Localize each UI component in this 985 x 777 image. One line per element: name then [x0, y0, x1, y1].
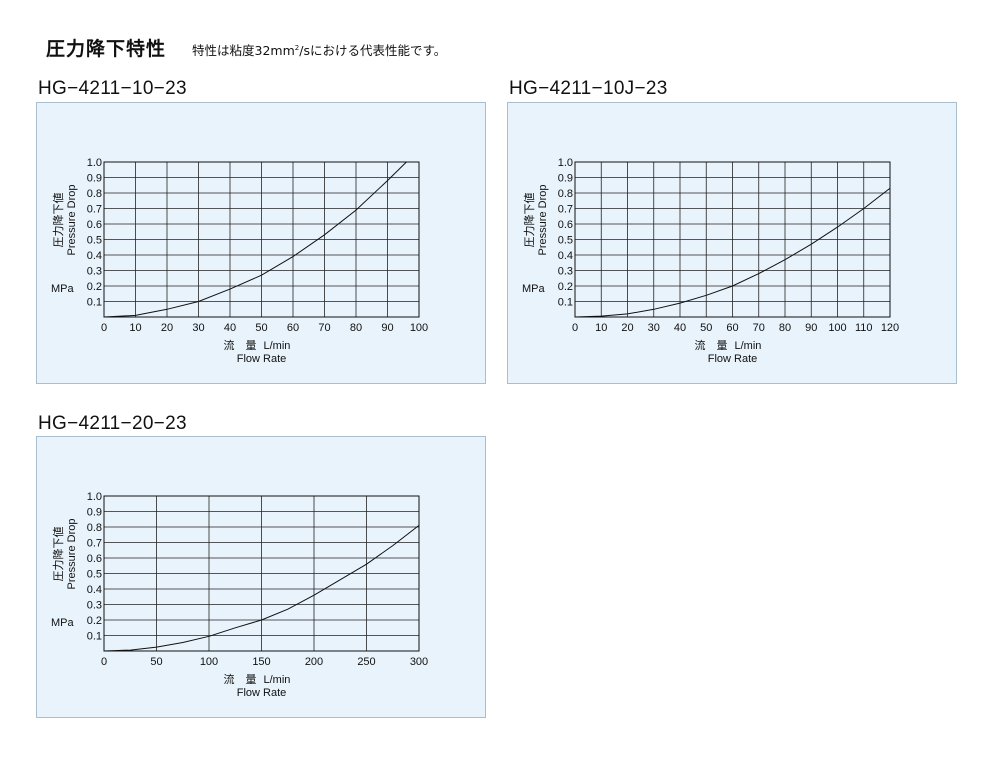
y-tick-label: 0.7: [558, 204, 573, 216]
plot-frame: [574, 161, 891, 318]
x-axis-label-jp: 流 量: [695, 338, 728, 352]
x-axis-unit: L/min: [264, 340, 291, 352]
x-tick-label: 200: [305, 656, 323, 668]
x-tick-label: 40: [674, 322, 686, 334]
chart-2-panel: 0 10 20 30 40 50 60 70 80 90 100 110 120 0.1 0.2 0.3 0.4…: [507, 102, 957, 384]
x-tick-label: 120: [881, 322, 899, 334]
page-title: 圧力降下特性: [46, 38, 167, 60]
y-tick-label: 0.8: [558, 188, 573, 200]
y-axis-label-en: Pressure Drop: [66, 519, 78, 590]
y-axis-label-jp: 圧力降下値: [522, 193, 536, 248]
x-axis-label-en: Flow Rate: [708, 353, 758, 365]
y-tick-label: 0.5: [87, 235, 102, 247]
x-tick-label: 0: [101, 322, 107, 334]
subtitle-superscript: 2: [294, 43, 300, 52]
plot-frame: [103, 161, 420, 318]
chart-3-panel: 0 50 100 150 200 250 300 0.1 0.2 0.3 0.4 0.5 0.6 0.7 0…: [36, 436, 486, 718]
y-tick-label: 0.6: [558, 219, 573, 231]
chart-1-svg: 0 10 20 30 40 50 60 70 80 90 100 0.1 0.2 0.3 0.4 0.5 0.6…: [51, 157, 428, 365]
y-tick-label: 0.6: [87, 553, 102, 565]
y-tick-label: 0.5: [87, 569, 102, 581]
subtitle-text-pre: 特性は粘度32mm: [192, 43, 295, 58]
x-tick-label: 50: [255, 322, 267, 334]
x-tick-label: 110: [855, 322, 873, 334]
x-axis-label-jp: 流 量: [224, 338, 257, 352]
plot-frame: [103, 495, 420, 652]
y-tick-label: 1.0: [87, 157, 102, 169]
y-axis-unit: MPa: [51, 283, 75, 295]
y-axis-label-jp: 圧力降下値: [51, 193, 65, 248]
x-tick-label: 150: [252, 656, 270, 668]
chart-2-title: HG−4211−10J−23: [509, 78, 668, 99]
y-axis-label-jp: 圧力降下値: [51, 527, 65, 582]
y-tick-label: 0.7: [87, 204, 102, 216]
y-tick-label: 0.8: [87, 522, 102, 534]
chart-2-svg: 0 10 20 30 40 50 60 70 80 90 100 110 120 0.1 0.2 0.3 0.4…: [522, 157, 899, 365]
x-tick-label: 10: [129, 322, 141, 334]
y-axis-unit: MPa: [51, 617, 75, 629]
chart-1-title: HG−4211−10−23: [38, 78, 187, 99]
y-tick-label: 0.6: [87, 219, 102, 231]
x-axis-unit: L/min: [735, 340, 762, 352]
x-tick-label: 60: [287, 322, 299, 334]
y-tick-label: 0.2: [558, 281, 573, 293]
y-tick-label: 0.3: [87, 600, 102, 612]
y-tick-label: 0.1: [87, 297, 102, 309]
x-tick-label: 100: [200, 656, 218, 668]
x-tick-label: 90: [805, 322, 817, 334]
chart-1-panel: 0 10 20 30 40 50 60 70 80 90 100 0.1 0.2 0.3 0.4 0.5 0.6…: [36, 102, 486, 384]
x-tick-label: 80: [779, 322, 791, 334]
y-tick-label: 0.4: [87, 250, 102, 262]
x-axis-label-jp: 流 量: [224, 672, 257, 686]
y-tick-label: 0.7: [87, 538, 102, 550]
y-tick-label: 0.2: [87, 281, 102, 293]
y-tick-label: 1.0: [558, 157, 573, 169]
x-tick-label: 30: [192, 322, 204, 334]
y-tick-label: 1.0: [87, 491, 102, 503]
y-axis-unit: MPa: [522, 283, 546, 295]
y-tick-label: 0.3: [558, 266, 573, 278]
page-subtitle: 特性は粘度32mm2/sにおける代表性能です。: [192, 40, 446, 59]
y-axis-label-en: Pressure Drop: [537, 185, 549, 256]
y-tick-label: 0.9: [87, 173, 102, 185]
y-tick-label: 0.1: [558, 297, 573, 309]
x-tick-label: 100: [828, 322, 846, 334]
x-tick-label: 30: [648, 322, 660, 334]
x-tick-label: 80: [350, 322, 362, 334]
x-tick-label: 20: [161, 322, 173, 334]
y-tick-label: 0.1: [87, 631, 102, 643]
x-tick-label: 70: [318, 322, 330, 334]
x-tick-label: 70: [753, 322, 765, 334]
x-axis-label-en: Flow Rate: [237, 353, 287, 365]
x-axis-label-en: Flow Rate: [237, 687, 287, 699]
y-axis-label-en: Pressure Drop: [66, 185, 78, 256]
x-tick-label: 100: [410, 322, 428, 334]
y-tick-label: 0.9: [87, 507, 102, 519]
chart-3-title: HG−4211−20−23: [38, 413, 187, 434]
pressure-drop-curve: [103, 525, 420, 652]
pressure-drop-curve: [103, 161, 407, 318]
x-tick-label: 90: [381, 322, 393, 334]
y-tick-label: 0.9: [558, 173, 573, 185]
chart-3-svg: 0 50 100 150 200 250 300 0.1 0.2 0.3 0.4 0.5 0.6 0.7 0…: [51, 491, 428, 699]
x-axis-unit: L/min: [264, 674, 291, 686]
x-tick-label: 20: [621, 322, 633, 334]
x-tick-label: 50: [700, 322, 712, 334]
pressure-drop-curve: [574, 187, 891, 318]
x-tick-label: 300: [410, 656, 428, 668]
x-tick-label: 250: [357, 656, 375, 668]
y-tick-label: 0.4: [558, 250, 573, 262]
y-tick-label: 0.2: [87, 615, 102, 627]
x-tick-label: 10: [595, 322, 607, 334]
y-tick-label: 0.3: [87, 266, 102, 278]
y-tick-label: 0.5: [558, 235, 573, 247]
x-tick-label: 50: [150, 656, 162, 668]
x-tick-label: 0: [572, 322, 578, 334]
y-tick-label: 0.8: [87, 188, 102, 200]
y-tick-label: 0.4: [87, 584, 102, 596]
subtitle-text-post: /sにおける代表性能です。: [299, 43, 447, 58]
x-tick-label: 40: [224, 322, 236, 334]
x-tick-label: 0: [101, 656, 107, 668]
x-tick-label: 60: [726, 322, 738, 334]
